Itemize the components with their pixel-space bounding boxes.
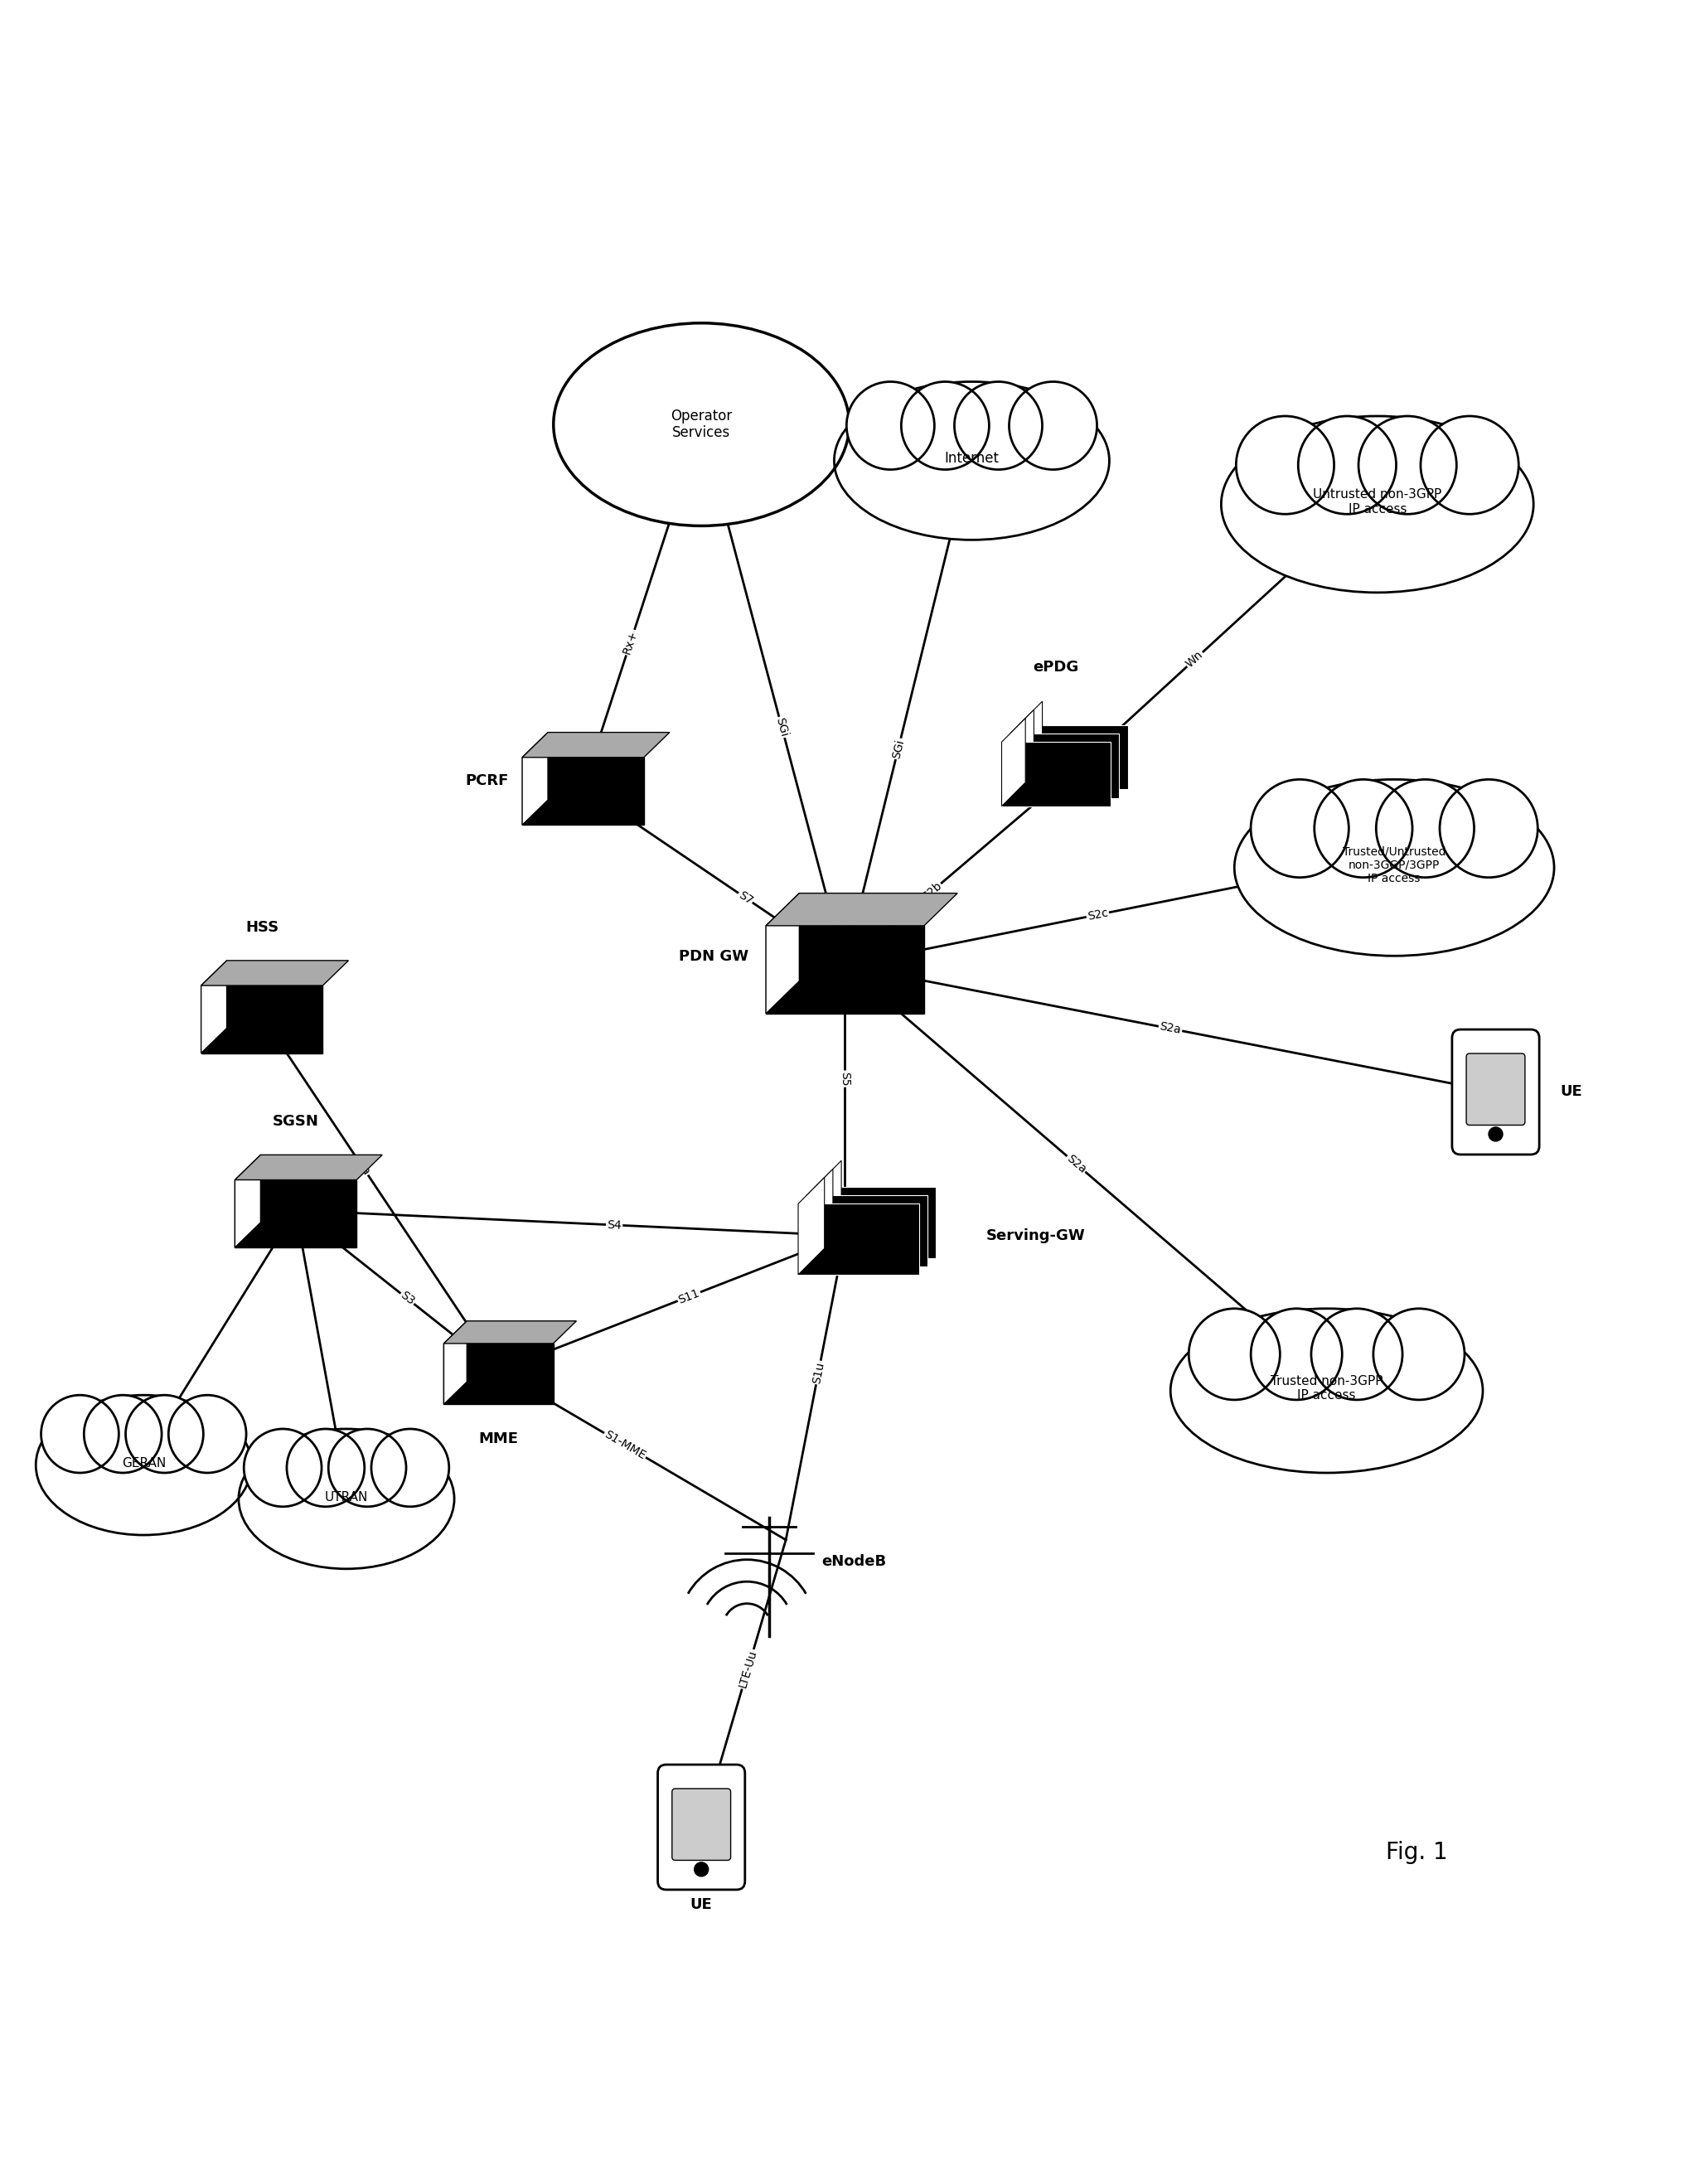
Text: ePDG: ePDG — [1033, 660, 1080, 675]
Polygon shape — [444, 1321, 466, 1404]
Circle shape — [1009, 382, 1097, 470]
Circle shape — [901, 382, 989, 470]
Polygon shape — [1011, 734, 1119, 797]
Polygon shape — [806, 1195, 928, 1267]
Text: S4: S4 — [607, 1219, 622, 1232]
Ellipse shape — [1234, 780, 1555, 957]
Circle shape — [84, 1396, 162, 1472]
Polygon shape — [522, 732, 548, 826]
Circle shape — [1311, 1308, 1403, 1400]
Polygon shape — [1002, 719, 1026, 806]
FancyBboxPatch shape — [1452, 1029, 1540, 1155]
Circle shape — [695, 1863, 708, 1876]
Text: UE: UE — [1560, 1085, 1584, 1099]
Text: S2a: S2a — [1159, 1020, 1181, 1037]
Text: S1-MME: S1-MME — [602, 1428, 647, 1461]
Polygon shape — [766, 893, 799, 1013]
Text: S6a: S6a — [350, 1153, 372, 1177]
Text: S2b: S2b — [919, 880, 943, 902]
Ellipse shape — [35, 1396, 252, 1535]
Text: Trusted non-3GPP
IP access: Trusted non-3GPP IP access — [1271, 1376, 1382, 1402]
Text: S2c: S2c — [1087, 906, 1109, 922]
Text: SGi: SGi — [891, 738, 906, 760]
Text: Wn: Wn — [1185, 649, 1205, 670]
Text: S5: S5 — [840, 1072, 850, 1085]
Polygon shape — [201, 985, 323, 1053]
Circle shape — [1315, 780, 1413, 878]
Polygon shape — [1011, 710, 1034, 797]
Polygon shape — [798, 1203, 919, 1275]
Circle shape — [1251, 1308, 1342, 1400]
Circle shape — [1489, 1127, 1502, 1142]
Text: HSS: HSS — [245, 919, 279, 935]
Text: SGSN: SGSN — [272, 1114, 319, 1129]
Text: PDN GW: PDN GW — [679, 950, 749, 963]
FancyBboxPatch shape — [657, 1765, 745, 1889]
Polygon shape — [815, 1160, 842, 1258]
Circle shape — [955, 382, 1043, 470]
Polygon shape — [201, 961, 348, 985]
Circle shape — [1235, 417, 1333, 513]
Circle shape — [125, 1396, 203, 1472]
Text: S7: S7 — [737, 889, 755, 906]
Text: S3: S3 — [399, 1289, 416, 1308]
Text: MME: MME — [478, 1433, 519, 1446]
Circle shape — [372, 1428, 450, 1507]
Text: PCRF: PCRF — [465, 773, 509, 788]
Circle shape — [243, 1428, 321, 1507]
Circle shape — [41, 1396, 118, 1472]
Polygon shape — [201, 961, 226, 1053]
Polygon shape — [1019, 701, 1043, 788]
Text: UE: UE — [690, 1898, 713, 1913]
Text: Serving-GW: Serving-GW — [987, 1227, 1085, 1243]
Polygon shape — [235, 1179, 357, 1247]
Text: Fig. 1: Fig. 1 — [1386, 1841, 1448, 1865]
Polygon shape — [806, 1168, 833, 1267]
Circle shape — [847, 382, 935, 470]
Circle shape — [1376, 780, 1474, 878]
Circle shape — [1188, 1308, 1279, 1400]
Text: SGi: SGi — [774, 716, 789, 738]
FancyBboxPatch shape — [1467, 1053, 1524, 1125]
Polygon shape — [235, 1155, 260, 1247]
Circle shape — [1421, 417, 1519, 513]
Circle shape — [1359, 417, 1457, 513]
Ellipse shape — [835, 382, 1109, 539]
Ellipse shape — [553, 323, 848, 526]
Ellipse shape — [238, 1428, 455, 1568]
FancyBboxPatch shape — [673, 1789, 730, 1861]
Text: S11: S11 — [676, 1286, 701, 1306]
Text: UTRAN: UTRAN — [324, 1492, 368, 1503]
Polygon shape — [766, 893, 958, 926]
Text: Trusted/Untrusted
non-3GGP/3GPP
IP access: Trusted/Untrusted non-3GGP/3GPP IP acces… — [1342, 845, 1447, 885]
Polygon shape — [1002, 743, 1110, 806]
Text: S1u: S1u — [811, 1361, 826, 1385]
Text: S2a: S2a — [1065, 1153, 1088, 1175]
Circle shape — [1440, 780, 1538, 878]
Text: Rx+: Rx+ — [620, 629, 641, 655]
Text: LTE-Uu: LTE-Uu — [737, 1649, 759, 1690]
Polygon shape — [766, 926, 924, 1013]
Circle shape — [169, 1396, 247, 1472]
Polygon shape — [815, 1186, 936, 1258]
Text: Untrusted non-3GPP
IP access: Untrusted non-3GPP IP access — [1313, 489, 1442, 515]
Polygon shape — [1019, 725, 1127, 788]
Circle shape — [1298, 417, 1396, 513]
Polygon shape — [522, 732, 669, 758]
Ellipse shape — [1171, 1308, 1482, 1472]
Polygon shape — [798, 1177, 825, 1275]
Circle shape — [1374, 1308, 1465, 1400]
Circle shape — [1251, 780, 1349, 878]
Text: GERAN: GERAN — [122, 1457, 166, 1470]
Polygon shape — [235, 1155, 382, 1179]
Polygon shape — [444, 1343, 553, 1404]
Polygon shape — [444, 1321, 576, 1343]
Circle shape — [328, 1428, 406, 1507]
Polygon shape — [522, 758, 644, 826]
Circle shape — [287, 1428, 365, 1507]
Text: eNodeB: eNodeB — [821, 1555, 887, 1570]
Ellipse shape — [1222, 417, 1533, 592]
Text: Operator
Services: Operator Services — [671, 408, 732, 441]
Text: Internet: Internet — [945, 452, 999, 465]
